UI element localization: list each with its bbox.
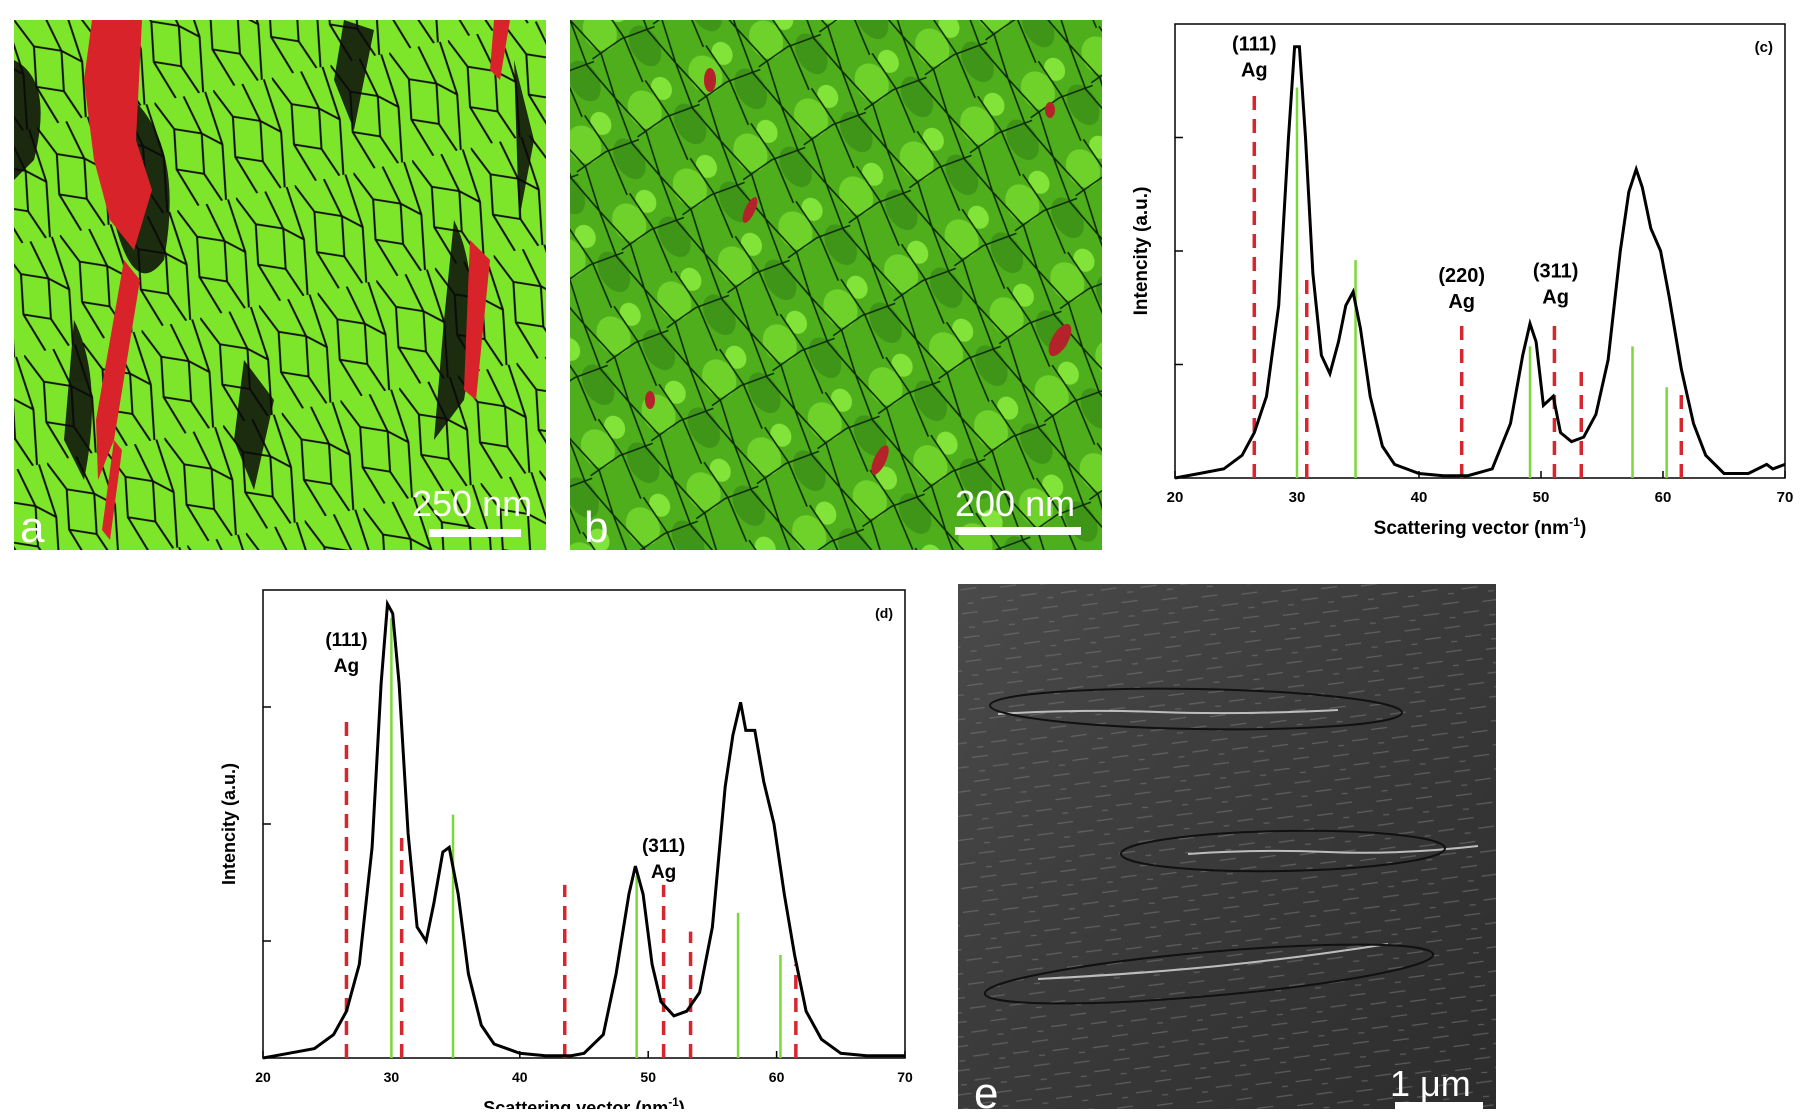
plot-frame [262,589,906,1059]
y-axis-label: Intencity (a.u.) [1131,187,1152,316]
x-axis-label: Scattering vector (nm-1) [483,1096,684,1109]
x-tick-label: 20 [255,1069,271,1085]
peak-label-hkl: (111) [1232,33,1276,55]
tem-image-e: e 1 μm [958,584,1496,1114]
intensity-curve [1174,45,1786,480]
plot-frame [1174,23,1786,479]
x-tick-label: 30 [384,1069,400,1085]
x-axis-label-text: Scattering vector (nm [1374,518,1569,539]
x-tick-label: 40 [1411,489,1428,506]
panel-label-e: e [974,1069,998,1109]
grain-map-b: b 200 nm [570,20,1102,552]
x-tick-label: 60 [1655,489,1672,506]
scale-label-b: 200 nm [955,483,1075,524]
panel-label-a: a [20,503,45,550]
x-tick-label: 40 [512,1069,528,1085]
chart-panel-c: 20 30 40 50 60 70 (111) Ag (220) Ag (311) Ag (c) Scat… [1125,10,1795,550]
x-axis-label: Scattering vector (nm-1) [1374,515,1587,539]
peak-label-phase: Ag [651,862,676,883]
peak-label-phase: Ag [334,656,359,677]
peak-label-hkl: (220) [1438,265,1485,287]
x-tick-label: 50 [640,1069,656,1085]
x-tick-label: 20 [1167,489,1184,506]
x-tick-label: 70 [897,1069,913,1085]
x-axis-label-close: ) [679,1098,685,1109]
panel-label: (c) [1755,39,1773,56]
chart-panel-d: 20 30 40 50 60 70 (111) Ag (311) Ag (d) Scattering … [205,580,915,1114]
diffraction-chart-d: 20 30 40 50 60 70 (111) Ag (311) Ag (d) Scattering … [219,589,913,1114]
peak-label-phase: Ag [1241,59,1268,81]
scale-label-e: 1 μm [1390,1063,1471,1104]
x-tick-label: 30 [1289,489,1306,506]
scale-bar-e [1395,1102,1483,1109]
diffraction-chart-c: 20 30 40 50 60 70 (111) Ag (220) Ag (311) Ag (c) Scat… [1131,23,1794,539]
peak-label-hkl: (111) [325,630,367,651]
scale-bar-a [429,529,521,537]
micrograph-panel-b: b 200 nm [570,20,1102,552]
peak-label-phase: Ag [1448,291,1475,313]
scale-bar-b [955,527,1081,535]
x-axis-label-close: ) [1580,518,1586,539]
micrograph-panel-e: e 1 μm [958,584,1496,1114]
y-axis-label: Intencity (a.u.) [219,763,239,885]
scale-label-a: 250 nm [412,483,532,524]
x-tick-label: 70 [1777,489,1794,506]
peak-label-hkl: (311) [642,836,685,857]
peak-label-hkl: (311) [1533,260,1579,282]
x-axis-label-sup: -1 [1569,515,1580,529]
x-tick-label: 50 [1533,489,1550,506]
intensity-curve [262,598,905,1060]
x-tick-label: 60 [769,1069,785,1085]
x-axis-label-sup: -1 [668,1096,679,1109]
peak-label-phase: Ag [1542,286,1569,308]
micrograph-panel-a: a 250 nm [14,20,546,552]
x-axis-label-text: Scattering vector (nm [483,1098,668,1109]
phase-map-a: a 250 nm [14,20,546,552]
panel-label: (d) [875,605,893,621]
panel-label-b: b [584,503,608,550]
